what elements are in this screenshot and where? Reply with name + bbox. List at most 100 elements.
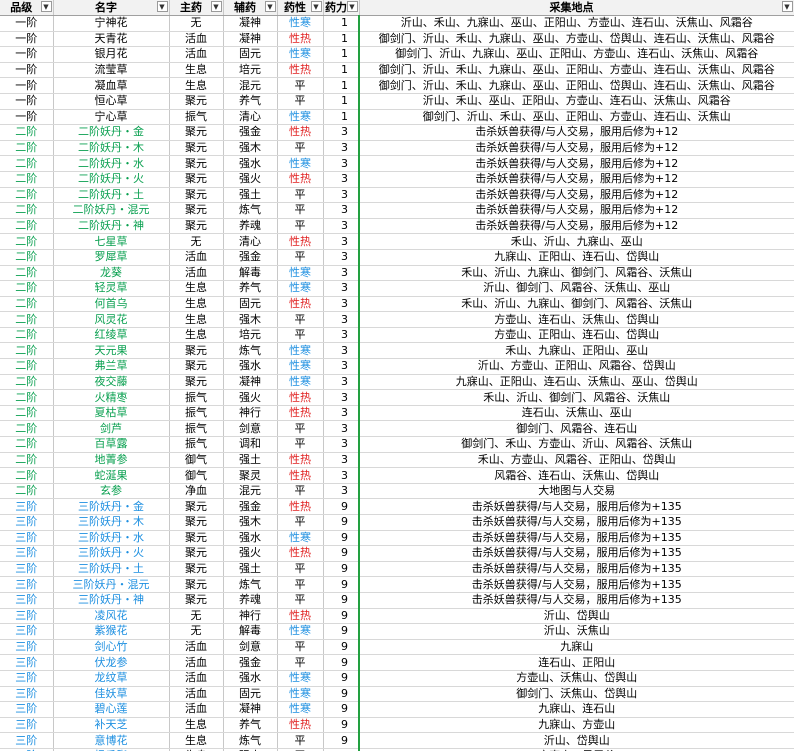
cell-aux[interactable]: 强水	[223, 358, 278, 375]
cell-main[interactable]: 活血	[169, 31, 224, 48]
cell-location[interactable]: 禾山、沂山、九寐山、巫山	[359, 233, 794, 250]
cell-potency[interactable]: 3	[323, 358, 360, 375]
cell-main[interactable]: 净血	[169, 483, 224, 500]
cell-main[interactable]: 活血	[169, 265, 224, 282]
cell-aux[interactable]: 神行	[223, 405, 278, 422]
cell-aux[interactable]: 凝神	[223, 374, 278, 391]
cell-name[interactable]: 二阶妖丹・土	[53, 187, 170, 204]
cell-tier[interactable]: 二阶	[0, 249, 54, 266]
filter-dropdown-icon[interactable]: ▼	[264, 1, 276, 12]
cell-tier[interactable]: 二阶	[0, 311, 54, 328]
table-row[interactable]: 一阶 流莹草 生息 培元 性热 1 御剑门、沂山、禾山、九寐山、巫山、正阳山、方壶山、连石山…	[0, 62, 794, 79]
cell-tier[interactable]: 一阶	[0, 31, 54, 48]
cell-aux[interactable]: 培元	[223, 327, 278, 344]
cell-main[interactable]: 聚元	[169, 342, 224, 360]
cell-aux[interactable]: 强火	[223, 171, 278, 188]
table-row[interactable]: 一阶 恒心草 聚元 养气平 1 沂山、禾山、巫山、正阳山、方壶山、连石山、沃焦山、风霜谷	[0, 93, 794, 110]
cell-main[interactable]: 生息	[169, 748, 224, 751]
cell-potency[interactable]: 3	[323, 265, 360, 282]
cell-location[interactable]: 御剑门、沂山、禾山、九寐山、巫山、正阳山、方壶山、连石山、沃焦山、风霜谷	[359, 62, 794, 79]
cell-location[interactable]: 击杀妖兽获得/与人交易，服用后修为+135	[359, 592, 794, 609]
cell-nature[interactable]: 平	[277, 327, 324, 344]
cell-tier[interactable]: 一阶	[0, 109, 54, 126]
cell-main[interactable]: 无	[169, 608, 224, 625]
cell-tier[interactable]: 二阶	[0, 467, 54, 484]
col-header-name[interactable]: 名字 ▼	[53, 0, 170, 16]
cell-name[interactable]: 剑心竹	[53, 639, 170, 656]
table-row[interactable]: 三阶 补天芝 生息 养气 性热 9 九寐山、方壶山	[0, 717, 794, 734]
cell-aux[interactable]: 凝神	[223, 31, 278, 48]
table-row[interactable]: 三阶 伏龙参 活血 强金平 9 连石山、正阳山	[0, 654, 794, 671]
cell-name[interactable]: 二阶妖丹・火	[53, 171, 170, 188]
cell-name[interactable]: 二阶妖丹・神	[53, 218, 170, 235]
cell-aux[interactable]: 调和	[223, 436, 278, 453]
col-header-tier[interactable]: 品级 ▼	[0, 0, 54, 16]
table-row[interactable]: 三阶 三阶妖丹・神 聚元 养魂平 9 击杀妖兽获得/与人交易，服用后修为+135	[0, 592, 794, 609]
cell-location[interactable]: 风霜谷、连石山、沃焦山、岱舆山	[359, 467, 794, 484]
table-row[interactable]: 二阶 二阶妖丹・土 聚元 强土平 3 击杀妖兽获得/与人交易，服用后修为+12	[0, 187, 794, 204]
cell-location[interactable]: 禾山、沂山、九寐山、御剑门、风霜谷、沃焦山	[359, 296, 794, 313]
cell-location[interactable]: 方壶山、沃焦山、岱舆山	[359, 670, 794, 687]
cell-nature[interactable]: 性热	[277, 31, 324, 48]
cell-potency[interactable]: 9	[323, 686, 360, 703]
cell-main[interactable]: 聚元	[169, 124, 224, 141]
cell-tier[interactable]: 三阶	[0, 670, 54, 687]
table-row[interactable]: 三阶 意博花 生息 炼气平 9 沂山、岱舆山	[0, 732, 794, 749]
cell-tier[interactable]: 二阶	[0, 452, 54, 469]
cell-name[interactable]: 天青花	[53, 31, 170, 48]
cell-name[interactable]: 龙葵	[53, 265, 170, 282]
cell-tier[interactable]: 二阶	[0, 280, 54, 297]
cell-location[interactable]: 禾山、沂山、御剑门、风霜谷、沃焦山	[359, 389, 794, 406]
cell-potency[interactable]: 9	[323, 623, 360, 640]
cell-location[interactable]: 方壶山、连石山、沃焦山、岱舆山	[359, 311, 794, 328]
cell-main[interactable]: 聚元	[169, 202, 224, 219]
table-row[interactable]: 一阶 天青花 活血 凝神 性热 1 御剑门、沂山、禾山、九寐山、巫山、方壶山、岱舆山、连石山…	[0, 31, 794, 48]
cell-nature[interactable]: 性寒	[277, 15, 324, 32]
cell-main[interactable]: 聚元	[169, 171, 224, 188]
cell-tier[interactable]: 一阶	[0, 77, 54, 94]
cell-name[interactable]: 三阶妖丹・火	[53, 545, 170, 562]
cell-potency[interactable]: 3	[323, 155, 360, 172]
table-row[interactable]: 二阶 二阶妖丹・木 聚元 强木平 3 击杀妖兽获得/与人交易，服用后修为+12	[0, 140, 794, 157]
cell-aux[interactable]: 凝神	[223, 701, 278, 718]
cell-main[interactable]: 生息	[169, 311, 224, 328]
cell-name[interactable]: 三阶妖丹・混元	[53, 576, 170, 593]
col-header-main[interactable]: 主药 ▼	[169, 0, 224, 16]
cell-name[interactable]: 轻灵草	[53, 280, 170, 297]
cell-location[interactable]: 御剑门、沂山、禾山、巫山、正阳山、方壶山、连石山、沃焦山	[359, 109, 794, 126]
cell-main[interactable]: 聚元	[169, 358, 224, 375]
cell-nature[interactable]: 平	[277, 202, 324, 219]
cell-potency[interactable]: 1	[323, 62, 360, 79]
cell-name[interactable]: 伏龙参	[53, 654, 170, 671]
table-row[interactable]: 二阶 二阶妖丹・混元 聚元 炼气平 3 击杀妖兽获得/与人交易，服用后修为+12	[0, 202, 794, 219]
cell-main[interactable]: 生息	[169, 327, 224, 344]
col-header-location[interactable]: 采集地点 ▼	[359, 0, 794, 16]
cell-potency[interactable]: 3	[323, 124, 360, 141]
cell-tier[interactable]: 三阶	[0, 576, 54, 593]
filter-dropdown-icon[interactable]: ▼	[156, 1, 168, 12]
cell-nature[interactable]: 平	[277, 436, 324, 453]
cell-tier[interactable]: 三阶	[0, 639, 54, 656]
cell-aux[interactable]: 养气	[223, 93, 278, 110]
cell-location[interactable]: 御剑门、禾山、方壶山、沂山、风霜谷、沃焦山	[359, 436, 794, 453]
cell-nature[interactable]: 平	[277, 77, 324, 94]
cell-potency[interactable]: 1	[323, 93, 360, 110]
cell-nature[interactable]: 平	[277, 187, 324, 204]
cell-nature[interactable]: 性热	[277, 498, 324, 515]
cell-location[interactable]: 方壶山、正阳山、连石山、岱舆山	[359, 327, 794, 344]
cell-name[interactable]: 剑芦	[53, 420, 170, 438]
cell-location[interactable]: 击杀妖兽获得/与人交易，服用后修为+135	[359, 561, 794, 578]
cell-tier[interactable]: 一阶	[0, 15, 54, 32]
cell-main[interactable]: 活血	[169, 249, 224, 266]
cell-potency[interactable]: 1	[323, 77, 360, 94]
cell-aux[interactable]: 混元	[223, 483, 278, 500]
table-row[interactable]: 三阶 佳妖草 活血 固元 性寒 9 御剑门、沃焦山、岱舆山	[0, 686, 794, 703]
cell-name[interactable]: 玄参	[53, 483, 170, 500]
cell-potency[interactable]: 9	[323, 748, 360, 751]
cell-potency[interactable]: 3	[323, 171, 360, 188]
table-row[interactable]: 二阶 夏枯草 振气 神行 性热 3 连石山、沃焦山、巫山	[0, 405, 794, 422]
table-row[interactable]: 二阶 二阶妖丹・金 聚元 强金 性热 3 击杀妖兽获得/与人交易，服用后修为+12	[0, 124, 794, 141]
cell-location[interactable]: 御剑门、沂山、九寐山、巫山、正阳山、方壶山、连石山、沃焦山、风霜谷	[359, 46, 794, 63]
cell-nature[interactable]: 平	[277, 639, 324, 656]
cell-location[interactable]: 沂山、岱舆山	[359, 732, 794, 749]
